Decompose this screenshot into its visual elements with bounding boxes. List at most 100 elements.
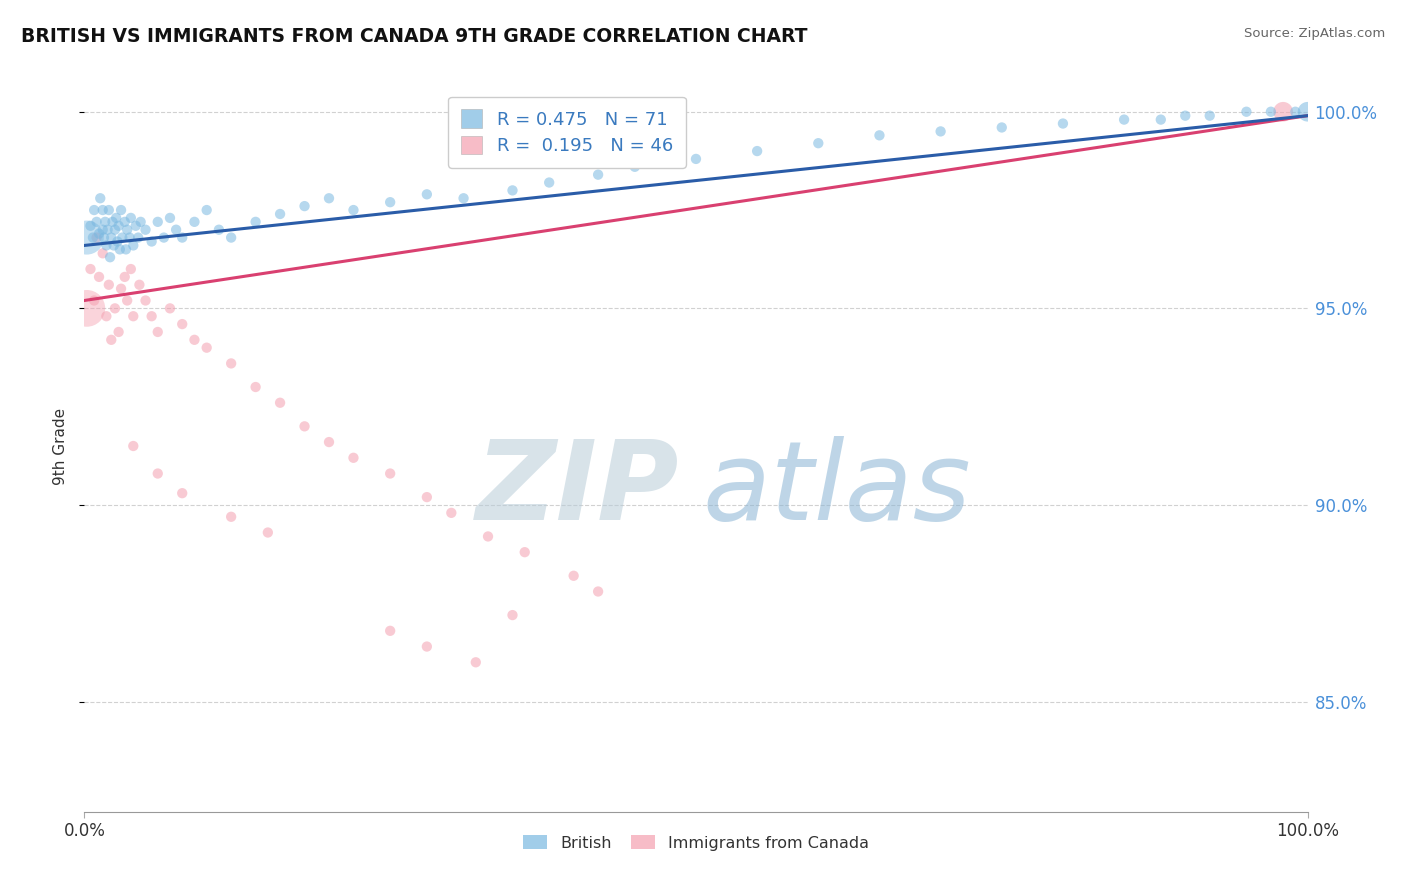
Point [105,235,128,249]
Point [416,640,439,654]
Point [86,215,108,229]
Point [159,211,181,225]
Point [1052,116,1074,130]
Point [342,202,364,217]
Point [502,183,524,197]
Point [294,419,316,434]
Point [513,545,536,559]
Point [83,293,105,308]
Point [342,450,364,465]
Point [93,230,115,244]
Point [146,325,169,339]
Point [685,152,707,166]
Point [115,243,138,257]
Point [76,301,98,316]
Point [110,282,132,296]
Point [502,608,524,623]
Point [159,301,181,316]
Point [219,509,242,524]
Point [79,262,101,277]
Point [125,219,148,233]
Point [120,262,142,277]
Point [87,227,110,241]
Point [538,176,561,190]
Point [122,439,145,453]
Point [110,202,132,217]
Point [107,325,129,339]
Point [257,525,280,540]
Point [146,215,169,229]
Point [477,529,499,543]
Point [153,230,176,244]
Point [83,202,105,217]
Point [1174,109,1197,123]
Point [172,230,194,244]
Point [195,341,218,355]
Point [318,435,340,450]
Point [105,211,128,225]
Point [586,584,609,599]
Point [104,301,127,316]
Legend: British, Immigrants from Canada: British, Immigrants from Canada [516,827,876,859]
Point [97,277,120,292]
Point [96,310,118,324]
Point [100,230,122,244]
Point [103,238,125,252]
Point [929,124,952,138]
Point [440,506,463,520]
Point [165,223,187,237]
Point [807,136,830,151]
Point [115,223,138,237]
Point [869,128,891,143]
Point [416,490,439,504]
Point [380,624,402,638]
Point [118,230,141,244]
Point [87,269,110,284]
Point [1114,112,1136,127]
Point [141,235,163,249]
Point [245,380,267,394]
Point [91,202,114,217]
Point [183,215,205,229]
Point [380,195,402,210]
Point [294,199,316,213]
Point [1272,104,1295,119]
Point [114,269,136,284]
Point [111,230,134,244]
Text: BRITISH VS IMMIGRANTS FROM CANADA 9TH GRADE CORRELATION CHART: BRITISH VS IMMIGRANTS FROM CANADA 9TH GR… [21,27,807,45]
Point [1150,112,1173,127]
Point [624,160,647,174]
Point [245,215,267,229]
Point [82,230,104,244]
Point [122,310,145,324]
Point [135,293,157,308]
Point [141,310,163,324]
Point [586,168,609,182]
Point [98,250,121,264]
Point [208,223,231,237]
Point [104,223,127,237]
Y-axis label: 9th Grade: 9th Grade [53,408,69,484]
Point [172,317,194,331]
Point [79,219,101,233]
Point [108,243,131,257]
Text: Source: ZipAtlas.com: Source: ZipAtlas.com [1244,27,1385,40]
Point [1260,104,1282,119]
Point [91,246,114,260]
Text: atlas: atlas [702,436,970,543]
Point [135,223,157,237]
Point [127,230,149,244]
Point [219,356,242,370]
Point [380,467,402,481]
Point [122,238,145,252]
Point [86,230,108,244]
Point [219,230,242,244]
Point [115,293,138,308]
Point [464,655,486,669]
Point [747,144,769,158]
Point [269,207,291,221]
Point [318,191,340,205]
Text: ZIP: ZIP [475,436,679,543]
Point [101,215,124,229]
Point [128,277,150,292]
